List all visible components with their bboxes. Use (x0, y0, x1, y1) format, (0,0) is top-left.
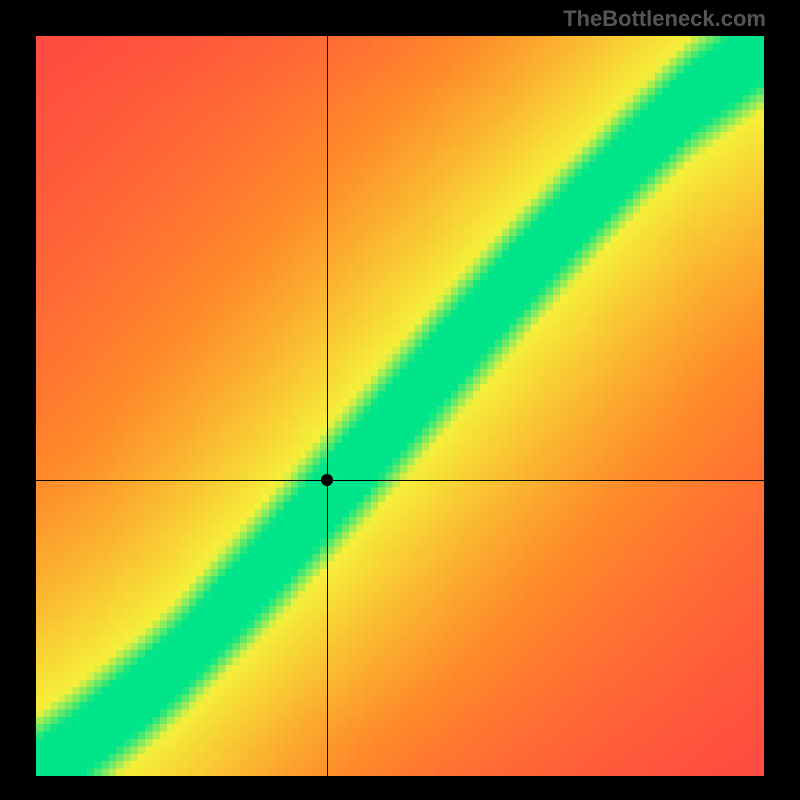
watermark-text: TheBottleneck.com (563, 6, 766, 32)
crosshair-vertical (327, 36, 328, 776)
crosshair-horizontal (36, 480, 764, 481)
heatmap-plot (36, 36, 764, 776)
outer-frame: TheBottleneck.com (0, 0, 800, 800)
heatmap-canvas (36, 36, 764, 776)
